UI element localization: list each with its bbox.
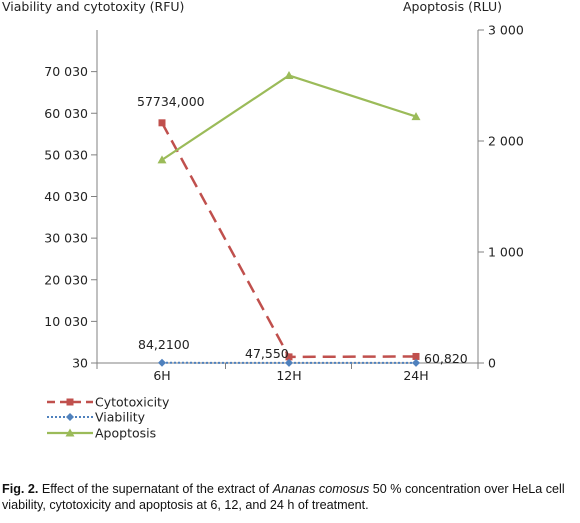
data-point	[412, 352, 420, 360]
data-label: 84,2100	[138, 337, 190, 352]
series-line	[160, 122, 417, 359]
legend-item-cytotoxicity: Cytotoxicity	[47, 395, 170, 410]
series-viability	[158, 358, 420, 367]
data-point	[284, 71, 294, 80]
left-tick-label: 10 030	[44, 314, 88, 329]
left-tick-label: 70 030	[44, 64, 88, 79]
legend-marker	[65, 428, 75, 437]
caption-species: Ananas comosus	[272, 482, 370, 496]
legend-label: Cytotoxicity	[95, 395, 170, 410]
series-apoptosis	[157, 71, 421, 164]
caption-text-before: Effect of the supernatant of the extract…	[38, 482, 273, 496]
data-point	[285, 358, 293, 367]
data-label: 60,820	[424, 351, 468, 366]
data-point	[158, 119, 166, 127]
left-tick-label: 20 030	[44, 272, 88, 287]
legend-item-viability: Viability	[47, 410, 146, 425]
x-tick-label: 24H	[403, 368, 428, 383]
data-label: 47,550	[245, 346, 289, 361]
caption-text-after: 50 % concentration over HeLa cell viabil…	[2, 482, 565, 512]
legend-item-apoptosis: Apoptosis	[47, 426, 156, 441]
x-tick-label: 6H	[153, 368, 170, 383]
data-point	[285, 353, 293, 361]
right-tick-group: 0 1 000 2 000 3 000	[478, 23, 524, 371]
legend-marker	[66, 398, 74, 406]
x-tick-group: 6H 12H 24H	[96, 363, 479, 383]
right-tick-label: 1 000	[488, 245, 524, 260]
left-tick-label: 50 030	[44, 147, 88, 162]
chart-area: Viability and cytotoxity (RFU) Apoptosis…	[2, 0, 524, 441]
series-cytotoxicity	[158, 119, 420, 361]
data-point	[157, 155, 167, 164]
legend-label: Viability	[95, 410, 146, 425]
right-tick-label: 2 000	[488, 134, 524, 149]
caption-fig-label: Fig. 2.	[2, 482, 39, 496]
data-point	[412, 358, 420, 367]
left-tick-label: 30	[72, 356, 88, 371]
legend-marker	[66, 413, 74, 421]
figure-caption: Fig. 2. Effect of the supernatant of the…	[2, 481, 578, 513]
right-tick-label: 0	[488, 356, 496, 371]
series-line	[161, 74, 417, 161]
x-tick-label: 12H	[276, 368, 301, 383]
data-point	[411, 112, 421, 121]
y-axis-right-title: Apoptosis (RLU)	[403, 0, 502, 14]
left-tick-label: 40 030	[44, 189, 88, 204]
legend-label: Apoptosis	[95, 426, 156, 441]
left-tick-group: 30 10 030 20 030 30 030 40 030 50 030 60 030 70…	[44, 64, 97, 371]
y-axis-left-title: Viability and cytotoxity (RFU)	[2, 0, 184, 14]
left-tick-label: 60 030	[44, 106, 88, 121]
left-tick-label: 30 030	[44, 231, 88, 246]
data-label: 57734,000	[137, 94, 205, 109]
right-tick-label: 3 000	[488, 23, 524, 38]
data-point	[158, 358, 166, 367]
series-group: 57734,000 60,820 84,2100 47,550	[137, 71, 468, 367]
